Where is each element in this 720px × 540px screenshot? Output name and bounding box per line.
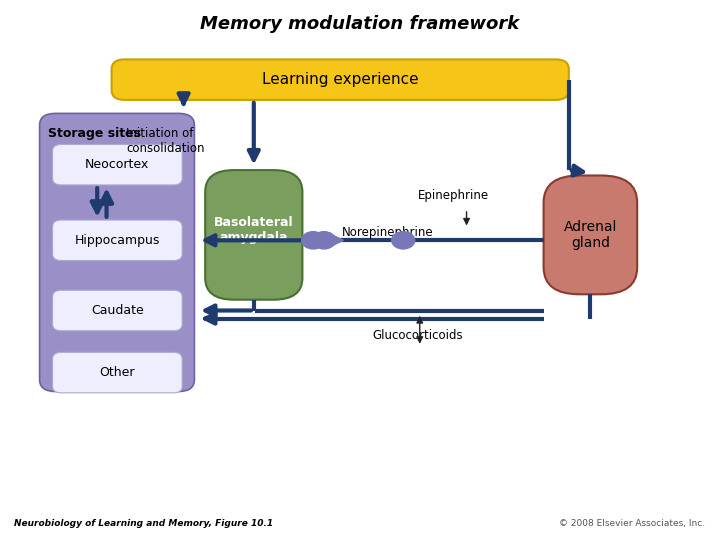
FancyBboxPatch shape bbox=[205, 170, 302, 300]
Text: Neurobiology of Learning and Memory, Figure 10.1: Neurobiology of Learning and Memory, Fig… bbox=[14, 519, 274, 528]
Text: Glucocorticoids: Glucocorticoids bbox=[372, 329, 463, 342]
Text: © 2008 Elsevier Associates, Inc.: © 2008 Elsevier Associates, Inc. bbox=[559, 519, 706, 528]
FancyBboxPatch shape bbox=[112, 59, 569, 100]
FancyBboxPatch shape bbox=[544, 176, 637, 294]
Text: Neocortex: Neocortex bbox=[85, 158, 150, 171]
Text: Memory modulation framework: Memory modulation framework bbox=[200, 15, 520, 33]
Text: Other: Other bbox=[99, 366, 135, 379]
FancyBboxPatch shape bbox=[53, 291, 182, 330]
FancyBboxPatch shape bbox=[53, 145, 182, 185]
Circle shape bbox=[302, 232, 325, 249]
Text: Caudate: Caudate bbox=[91, 304, 144, 317]
FancyBboxPatch shape bbox=[53, 220, 182, 260]
Text: Storage sites: Storage sites bbox=[48, 127, 141, 140]
Text: Hippocampus: Hippocampus bbox=[75, 234, 160, 247]
Text: Initiation of
consolidation: Initiation of consolidation bbox=[126, 127, 204, 156]
Text: Basolateral
amygdala: Basolateral amygdala bbox=[214, 215, 294, 244]
FancyBboxPatch shape bbox=[53, 352, 182, 393]
FancyBboxPatch shape bbox=[40, 113, 194, 392]
Text: Adrenal
gland: Adrenal gland bbox=[564, 220, 617, 250]
Text: Learning experience: Learning experience bbox=[262, 72, 418, 87]
Text: Epinephrine: Epinephrine bbox=[418, 189, 489, 202]
Polygon shape bbox=[328, 233, 343, 248]
Circle shape bbox=[312, 232, 336, 249]
Circle shape bbox=[392, 232, 415, 249]
Text: Norepinephrine: Norepinephrine bbox=[342, 226, 433, 239]
